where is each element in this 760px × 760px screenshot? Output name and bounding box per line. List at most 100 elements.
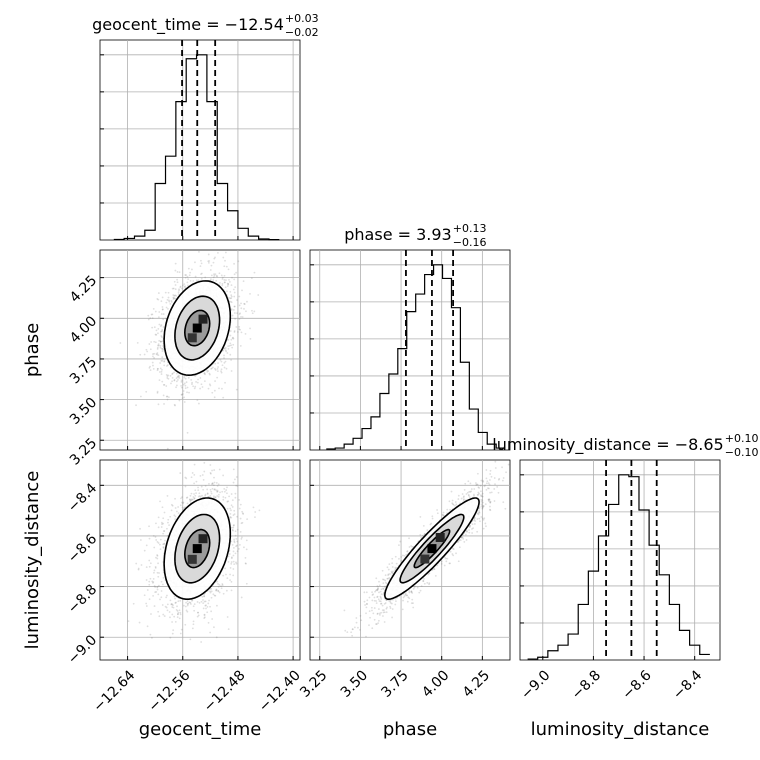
sample-point — [162, 547, 165, 549]
sample-point — [182, 508, 184, 511]
sample-point — [183, 507, 185, 509]
sample-point — [157, 328, 160, 330]
sample-point — [170, 299, 173, 302]
sample-point — [151, 317, 154, 320]
sample-point — [139, 395, 142, 398]
sample-point — [157, 593, 160, 596]
sample-point — [213, 469, 216, 471]
sample-point — [160, 373, 163, 375]
sample-point — [166, 527, 168, 530]
sample-point — [252, 506, 255, 509]
sample-point — [215, 275, 218, 277]
sample-point — [156, 585, 159, 588]
sample-point — [197, 495, 200, 498]
sample-point — [223, 490, 226, 493]
sample-point — [227, 339, 230, 341]
sample-point — [189, 601, 192, 604]
sample-point — [232, 524, 235, 526]
title-lower-error: −0.10 — [725, 446, 759, 459]
sample-point — [184, 387, 187, 390]
sample-point — [408, 597, 411, 600]
sample-point — [223, 279, 226, 281]
sample-point — [209, 269, 212, 271]
sample-point — [160, 590, 163, 592]
sample-point — [209, 631, 212, 634]
sample-point — [162, 517, 165, 520]
sample-point — [161, 359, 164, 362]
sample-point — [265, 456, 267, 458]
sample-point — [228, 278, 230, 281]
sample-point — [215, 636, 218, 639]
sample-point — [233, 331, 236, 333]
sample-point — [135, 562, 138, 565]
sample-point — [230, 540, 233, 543]
sample-point — [229, 515, 232, 518]
sample-point — [187, 278, 190, 281]
sample-point — [165, 373, 168, 376]
sample-point — [225, 489, 228, 491]
hist-frame — [519, 459, 721, 661]
sample-point — [166, 375, 169, 378]
sample-point — [488, 498, 491, 501]
sample-point — [195, 279, 198, 282]
sample-point — [149, 562, 152, 565]
sample-point — [157, 516, 160, 519]
sample-point — [171, 632, 174, 635]
sample-point — [225, 573, 227, 576]
sample-point — [411, 592, 414, 594]
sample-point — [156, 348, 159, 350]
sample-point — [227, 347, 230, 350]
sample-point — [218, 591, 221, 594]
sample-point — [235, 388, 238, 391]
sample-point — [149, 348, 152, 351]
sample-point — [201, 474, 204, 476]
density-peak-cell — [187, 333, 197, 343]
sample-point — [230, 297, 233, 300]
sample-point — [194, 489, 197, 492]
sample-point — [170, 509, 173, 512]
sample-point — [236, 528, 239, 531]
sample-point — [207, 621, 210, 624]
sample-point — [204, 484, 207, 487]
sample-point — [171, 504, 174, 507]
sample-point — [159, 543, 161, 546]
sample-point — [158, 572, 160, 574]
sample-point — [234, 530, 237, 533]
sample-point — [221, 583, 224, 585]
sample-point — [149, 633, 152, 636]
sample-point — [166, 365, 168, 367]
sample-point — [157, 354, 160, 356]
sample-point — [154, 591, 157, 594]
sample-point — [233, 291, 236, 294]
sample-point — [189, 638, 192, 641]
sample-point — [209, 472, 212, 474]
sample-point — [192, 280, 195, 282]
sample-point — [153, 585, 156, 587]
sample-point — [146, 350, 149, 353]
sample-point — [171, 372, 174, 375]
histogram-phase — [326, 264, 506, 450]
sample-point — [169, 616, 171, 619]
sample-point — [222, 496, 225, 498]
sample-point — [200, 272, 203, 275]
sample-point — [161, 340, 164, 343]
sample-point — [162, 613, 165, 616]
sample-point — [148, 559, 151, 562]
sample-point — [213, 626, 215, 629]
sample-point — [208, 482, 210, 485]
sample-point — [227, 555, 230, 558]
sample-point — [231, 528, 234, 531]
sample-point — [232, 288, 235, 291]
sample-point — [174, 262, 177, 265]
sample-point — [387, 573, 390, 576]
sample-point — [230, 562, 233, 565]
hist-panel-phase: phase = 3.93 +0.13−0.16 — [309, 222, 511, 451]
sample-point — [226, 352, 229, 354]
sample-point — [165, 596, 168, 599]
sample-point — [186, 496, 189, 499]
sample-point — [238, 313, 241, 315]
sample-point — [162, 318, 165, 321]
sample-point — [200, 262, 203, 265]
sample-point — [180, 384, 183, 387]
sample-point — [223, 274, 226, 277]
